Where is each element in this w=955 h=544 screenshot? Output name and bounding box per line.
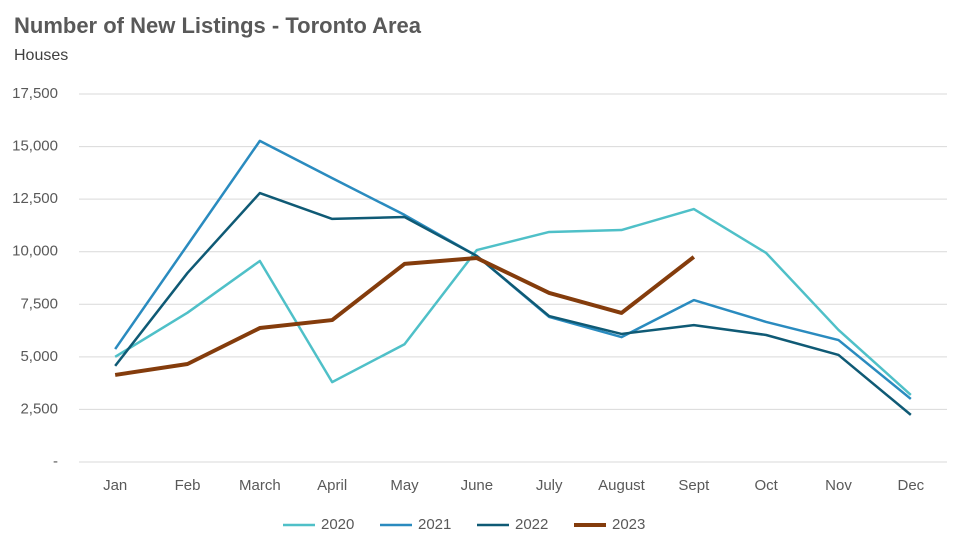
y-tick-label: 5,000 [20, 348, 58, 365]
line-series [114, 139, 912, 400]
x-tick-label: Sept [678, 477, 710, 494]
y-tick-label: 12,500 [12, 190, 58, 207]
x-tick-label: April [317, 477, 347, 494]
x-tick-label: Dec [897, 477, 924, 494]
x-tick-label: Feb [175, 477, 201, 494]
y-tick-label: 10,000 [12, 243, 58, 260]
line-series [114, 191, 912, 416]
y-tick-label: 15,000 [12, 138, 58, 155]
x-tick-label: July [536, 477, 563, 494]
line-series [114, 207, 912, 396]
chart-subtitle: Houses [14, 47, 68, 64]
legend-label: 2022 [515, 516, 548, 533]
y-tick-label: 17,500 [12, 85, 58, 102]
x-tick-label: Nov [825, 477, 852, 494]
x-tick-label: June [461, 477, 494, 494]
legend-label: 2020 [321, 516, 354, 533]
y-tick-label: 2,500 [20, 400, 58, 417]
x-tick-label: Jan [103, 477, 127, 494]
legend-label: 2023 [612, 516, 645, 533]
x-tick-label: Oct [754, 477, 778, 494]
line-series [114, 255, 696, 377]
x-tick-label: August [598, 477, 646, 494]
x-tick-label: March [239, 477, 281, 494]
chart-title: Number of New Listings - Toronto Area [14, 13, 422, 38]
y-tick-label: - [53, 453, 58, 470]
legend-label: 2021 [418, 516, 451, 533]
x-tick-label: May [390, 477, 419, 494]
y-tick-label: 7,500 [20, 295, 58, 312]
